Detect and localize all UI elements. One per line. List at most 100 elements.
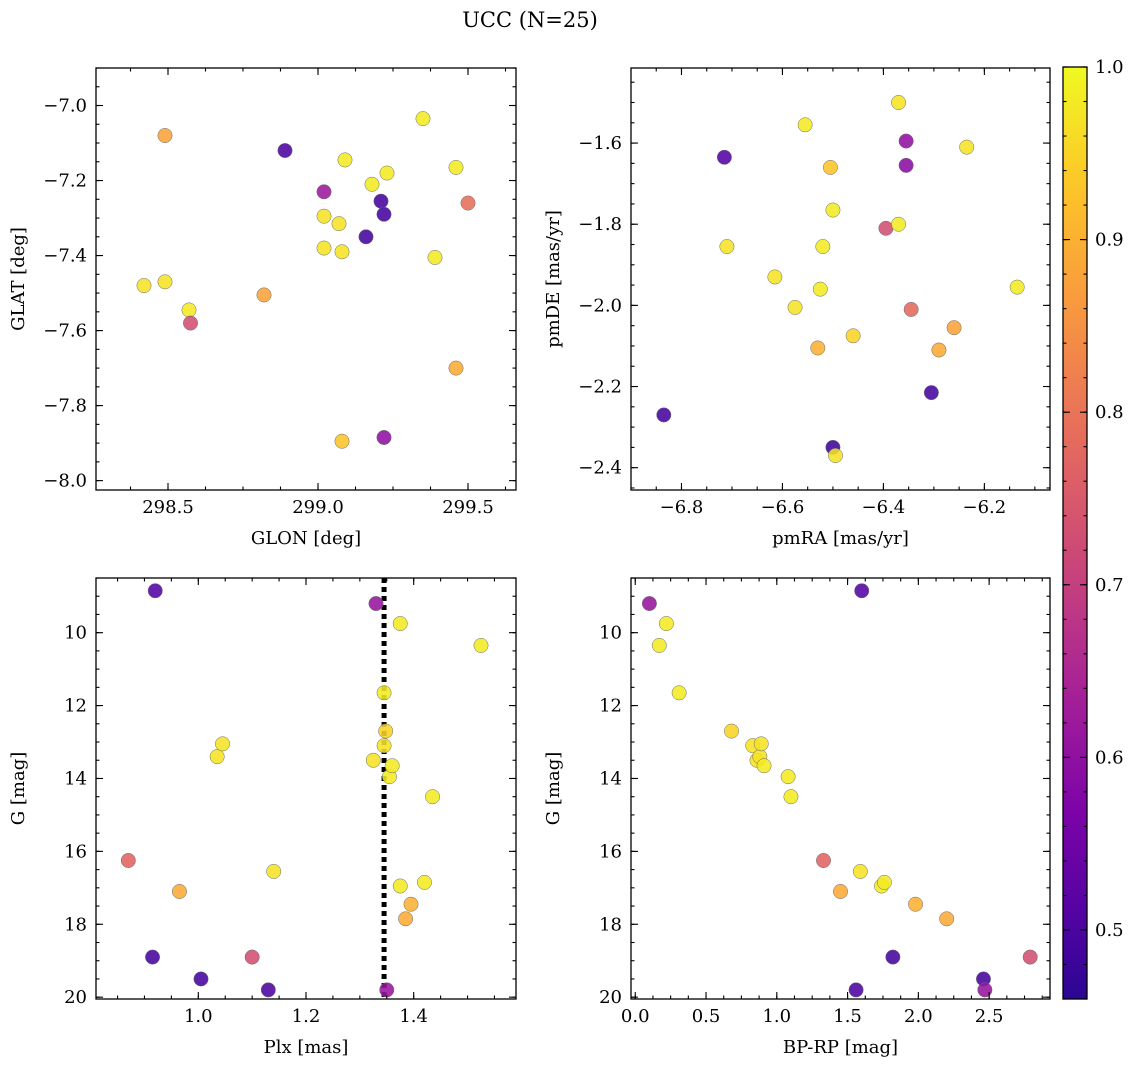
x-tick-label: 0.5 bbox=[692, 1006, 721, 1027]
scatter-point bbox=[157, 274, 173, 290]
scatter-point bbox=[797, 117, 813, 133]
scatter-points bbox=[656, 95, 1025, 463]
scatter-point bbox=[719, 239, 735, 254]
scatter-point bbox=[334, 244, 350, 260]
scatter-point bbox=[822, 159, 838, 175]
colorbar-tick-label: 0.9 bbox=[1095, 230, 1124, 251]
scatter-point bbox=[810, 340, 826, 356]
y-tick-label: 12 bbox=[599, 696, 622, 717]
scatter-point bbox=[787, 299, 803, 315]
y-axis-label: GLAT [deg] bbox=[8, 227, 29, 331]
scatter-point bbox=[783, 789, 799, 805]
colorbar-frame bbox=[1062, 66, 1088, 1000]
scatter-point bbox=[756, 758, 772, 774]
scatter-points bbox=[120, 583, 489, 998]
figure-title: UCC (N=25) bbox=[462, 8, 598, 32]
colorbar-tick-label: 0.5 bbox=[1095, 920, 1124, 941]
x-tick-label: 1.4 bbox=[399, 1006, 428, 1027]
x-axis-label: BP-RP [mag] bbox=[783, 1037, 898, 1058]
scatter-point bbox=[641, 596, 657, 611]
scatter-point bbox=[898, 133, 914, 149]
scatter-point bbox=[878, 220, 894, 236]
axes-frame bbox=[630, 67, 1051, 491]
panels: 298.5 299.0 299.5 −8.0 −7.8 −7.6 −7.4 −7.2 −7.0 G… bbox=[8, 67, 1051, 1058]
scatter-point bbox=[780, 769, 796, 785]
y-tick-label: −8.0 bbox=[43, 471, 87, 492]
y-axis-label: G [mag] bbox=[8, 752, 29, 825]
scatter-point bbox=[908, 896, 923, 912]
scatter-point bbox=[256, 287, 272, 303]
colorbar: 0.5 0.6 0.7 0.8 0.9 1.0 bbox=[1062, 57, 1124, 1000]
scatter-point bbox=[378, 723, 394, 739]
x-tick-label: 2.0 bbox=[904, 1006, 933, 1027]
scatter-point bbox=[379, 982, 395, 998]
scatter-point bbox=[460, 195, 476, 211]
scatter-point bbox=[753, 736, 769, 752]
scatter-point bbox=[658, 616, 674, 632]
x-tick-label: 1.5 bbox=[833, 1006, 862, 1027]
scatter-point bbox=[398, 911, 414, 927]
scatter-point bbox=[1009, 279, 1025, 295]
scatter-point bbox=[828, 448, 843, 463]
y-tick-label: 20 bbox=[599, 987, 622, 1008]
scatter-point bbox=[193, 971, 209, 987]
scatter-point bbox=[891, 216, 907, 232]
scatter-point bbox=[157, 128, 173, 143]
y-tick-label: −7.0 bbox=[43, 96, 87, 117]
x-tick-label: −6.8 bbox=[660, 497, 704, 518]
y-tick-label: 18 bbox=[64, 914, 87, 935]
y-tick-label: −7.8 bbox=[43, 396, 87, 417]
panel-glon-glat: 298.5 299.0 299.5 −8.0 −7.8 −7.6 −7.4 −7.2 −7.0 G… bbox=[8, 67, 517, 549]
x-tick-label: −6.6 bbox=[761, 497, 805, 518]
scatter-point bbox=[946, 320, 962, 336]
y-tick-label: 14 bbox=[599, 768, 622, 789]
scatter-point bbox=[651, 637, 667, 653]
scatter-point bbox=[316, 240, 332, 256]
x-tick-label: 1.0 bbox=[184, 1006, 213, 1027]
axes-frame bbox=[95, 577, 517, 1000]
scatter-point bbox=[316, 184, 332, 200]
x-tick-label: 0.0 bbox=[621, 1006, 650, 1027]
scatter-point bbox=[244, 949, 260, 965]
y-tick-label: −7.4 bbox=[43, 246, 87, 267]
x-tick-label: 2.5 bbox=[975, 1006, 1004, 1027]
axes-frame bbox=[630, 577, 1051, 1000]
scatter-point bbox=[209, 749, 225, 765]
panel-bprp-g: 0.0 0.5 1.0 1.5 2.0 2.5 10 12 14 16 18 20 BP-RP [mag… bbox=[543, 577, 1051, 1058]
y-tick-label: −1.6 bbox=[578, 133, 622, 154]
scatter-point bbox=[136, 278, 152, 294]
scatter-point bbox=[767, 269, 783, 285]
y-tick-label: 14 bbox=[64, 768, 87, 789]
y-tick-label: 12 bbox=[64, 696, 87, 717]
scatter-point bbox=[854, 583, 870, 599]
scatter-point bbox=[923, 385, 939, 401]
scatter-point bbox=[939, 911, 955, 927]
scatter-point bbox=[334, 433, 350, 449]
scatter-point bbox=[448, 159, 464, 175]
scatter-point bbox=[316, 208, 332, 224]
scatter-point bbox=[376, 685, 392, 701]
colorbar-tick-label: 0.7 bbox=[1095, 575, 1124, 596]
y-axis-label: G [mag] bbox=[543, 752, 564, 825]
x-tick-label: −6.4 bbox=[862, 497, 906, 518]
scatter-point bbox=[120, 853, 136, 868]
scatter-points bbox=[641, 583, 1038, 998]
scatter-point bbox=[671, 685, 687, 701]
scatter-point bbox=[977, 982, 993, 998]
scatter-point bbox=[373, 193, 389, 209]
scatter-point bbox=[358, 229, 374, 245]
scatter-point bbox=[931, 342, 947, 358]
scatter-point bbox=[147, 583, 163, 599]
scatter-point bbox=[266, 863, 282, 879]
x-tick-label: 298.5 bbox=[142, 497, 194, 518]
colorbar-tick-label: 0.8 bbox=[1095, 402, 1124, 423]
scatter-point bbox=[215, 736, 230, 752]
x-axis-label: pmRA [mas/yr] bbox=[772, 528, 909, 549]
scatter-point bbox=[656, 407, 672, 423]
scatter-point bbox=[417, 874, 432, 890]
scatter-point bbox=[145, 949, 160, 965]
scatter-point bbox=[376, 206, 392, 222]
scatter-point bbox=[815, 239, 831, 254]
scatter-point bbox=[392, 878, 408, 894]
